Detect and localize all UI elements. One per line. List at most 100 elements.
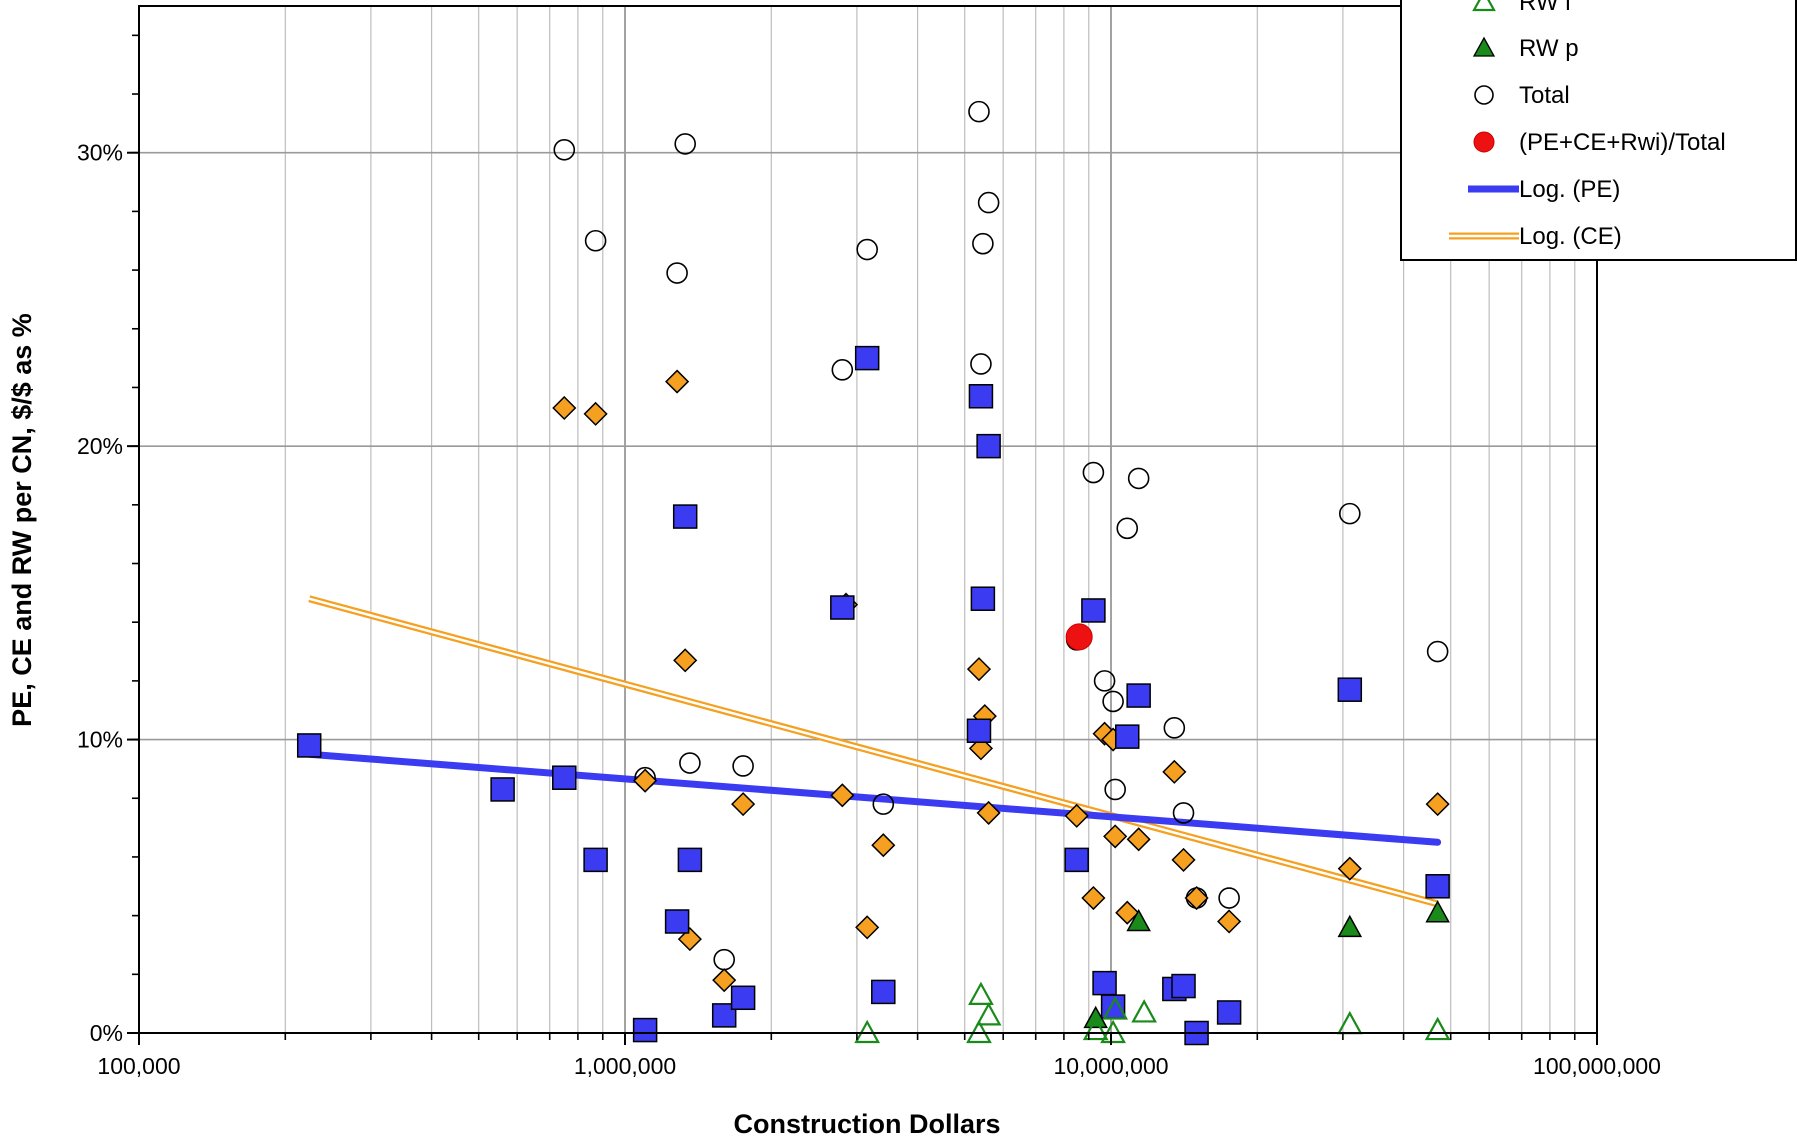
- point-total: [1339, 502, 1361, 525]
- legend-item: Log. (CE): [1449, 223, 1622, 250]
- legend-label: (PE+CE+Rwi)/Total: [1519, 129, 1726, 156]
- legend-box: [1400, 0, 1797, 261]
- point-pe: [1081, 598, 1106, 623]
- gridlines: [139, 6, 1597, 1033]
- point-ce: [1425, 792, 1450, 817]
- point-pe: [677, 847, 703, 873]
- legend-item: RW p: [1472, 35, 1579, 62]
- point-ce: [1103, 824, 1128, 849]
- point-total: [972, 232, 994, 255]
- point-pe: [490, 777, 515, 802]
- point-pe: [1216, 1000, 1242, 1025]
- point-total: [1093, 670, 1116, 692]
- point-pe: [1126, 683, 1151, 708]
- legend-item: (PE+CE+Rwi)/Total: [1473, 129, 1726, 156]
- point-ce: [731, 792, 756, 817]
- x-tick-label: 100,000,000: [1533, 1053, 1661, 1079]
- point-total: [1218, 887, 1240, 909]
- trendline-ce-inner: [308, 597, 1438, 906]
- point-ce: [1171, 847, 1196, 872]
- point-rw_p: [1425, 900, 1450, 923]
- trendlines: [305, 595, 1442, 908]
- legend-marker: [1472, 0, 1496, 12]
- axes: 0% 10% 20% 30% 100,000 1,000,000 10,000,000 100…: [77, 5, 1661, 1079]
- point-total: [679, 752, 701, 774]
- point-pe: [552, 765, 577, 790]
- point-pe: [830, 595, 855, 620]
- point-pe: [632, 1017, 658, 1043]
- legend: RW i RW p Total (PE+CE+Rwi)/Total Log. (PE) L…: [1400, 0, 1797, 261]
- point-ce: [1064, 803, 1089, 828]
- legend-label: Log. (PE): [1519, 176, 1620, 203]
- point-rw_p: [1337, 914, 1363, 938]
- point-rw_i: [968, 981, 994, 1005]
- point-total: [1163, 717, 1186, 739]
- point-ce: [633, 768, 658, 793]
- point-pe: [1337, 677, 1363, 702]
- legend-label: Total: [1519, 82, 1570, 109]
- y-tick-label: 30%: [77, 140, 123, 166]
- point-ce: [583, 401, 608, 426]
- point-pe: [664, 909, 690, 934]
- point-total: [584, 229, 607, 252]
- point-total: [553, 138, 576, 161]
- point-ce: [871, 833, 896, 858]
- point-rw_p: [1126, 908, 1151, 932]
- point-ce: [1081, 885, 1106, 911]
- point-total: [1082, 461, 1105, 484]
- data-points: [296, 100, 1451, 1046]
- x-axis-title: Construction Dollars: [733, 1109, 1000, 1139]
- point-pe: [976, 433, 1001, 459]
- legend-marker: [1472, 36, 1496, 57]
- x-tick-label: 100,000: [97, 1053, 180, 1079]
- y-axis-title: PE, CE and RW per CN, $/$ as %: [7, 313, 37, 727]
- point-total: [872, 793, 895, 815]
- x-tick-label: 1,000,000: [574, 1053, 676, 1079]
- point-pe: [711, 1003, 737, 1028]
- y-tick-label: 20%: [77, 433, 123, 459]
- point-ce: [855, 915, 880, 940]
- point-ce: [1184, 885, 1209, 911]
- point-total: [831, 359, 854, 381]
- point-total: [1116, 517, 1139, 540]
- point-pe: [730, 985, 756, 1011]
- point-pe: [1425, 874, 1450, 899]
- point-ce: [1126, 827, 1151, 852]
- point-total: [666, 262, 688, 284]
- legend-label: Log. (CE): [1519, 223, 1622, 250]
- legend-item: RW i: [1472, 0, 1571, 16]
- y-tick-label: 0%: [90, 1020, 123, 1046]
- point-total: [1104, 778, 1126, 801]
- point-pe: [1114, 724, 1140, 749]
- point-total: [1172, 802, 1195, 824]
- point-pe: [871, 979, 896, 1005]
- legend-item: Total: [1474, 82, 1570, 109]
- point-pe: [583, 847, 608, 873]
- point-ce: [673, 648, 698, 673]
- point-ce: [1115, 900, 1140, 925]
- x-tick-label: 10,000,000: [1053, 1053, 1168, 1079]
- point-ce: [830, 783, 855, 808]
- point-ratio: [1065, 623, 1093, 651]
- point-pe: [1171, 973, 1196, 999]
- point-total: [1127, 467, 1150, 490]
- point-total: [674, 133, 696, 155]
- point-ce: [712, 968, 737, 993]
- legend-marker: [1473, 131, 1495, 153]
- point-total: [968, 100, 990, 123]
- point-ce: [552, 395, 577, 421]
- point-pe: [1100, 994, 1126, 1019]
- y-tick-label: 10%: [77, 727, 123, 753]
- point-ce: [966, 657, 992, 682]
- point-ce: [1217, 909, 1242, 934]
- point-pe: [968, 384, 994, 409]
- legend-item: Log. (PE): [1468, 176, 1620, 203]
- trendline-pe: [305, 750, 1442, 846]
- point-total: [977, 191, 1000, 214]
- point-total: [1426, 640, 1449, 663]
- point-rw_i: [1424, 1016, 1451, 1041]
- point-rw_i: [1082, 1016, 1109, 1041]
- point-ce: [1162, 759, 1187, 784]
- plot-frame: [138, 5, 1598, 1034]
